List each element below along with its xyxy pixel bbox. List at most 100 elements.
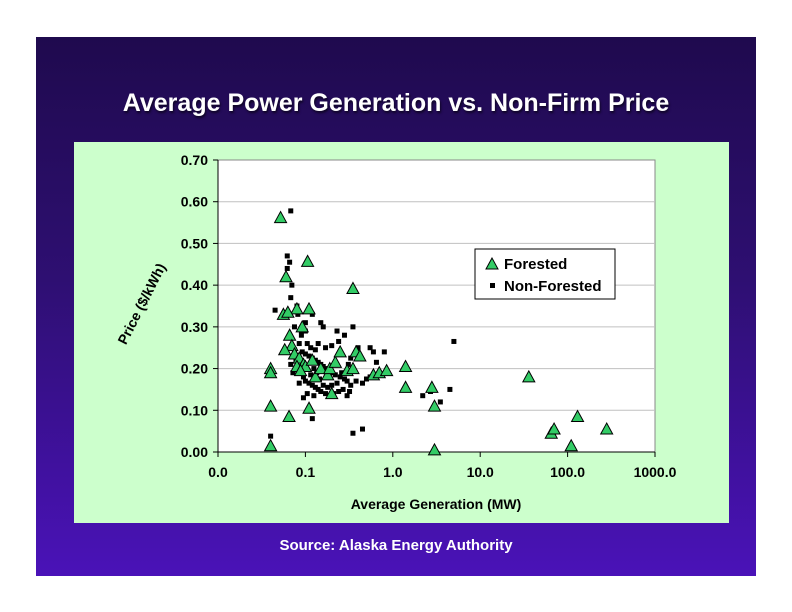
point-non-forested bbox=[341, 332, 347, 338]
point-non-forested bbox=[290, 370, 296, 376]
point-forested bbox=[328, 355, 343, 368]
point-non-forested bbox=[311, 393, 317, 399]
legend-label-non-forested: Non-Forested bbox=[504, 278, 602, 295]
point-forested bbox=[295, 319, 310, 333]
point-forested bbox=[427, 442, 442, 456]
point-forested bbox=[320, 367, 335, 381]
y-tick-label: 0.50 bbox=[181, 235, 208, 251]
point-forested bbox=[305, 353, 320, 366]
point-non-forested bbox=[359, 380, 365, 386]
point-non-forested bbox=[334, 328, 340, 334]
point-non-forested bbox=[336, 338, 342, 344]
point-non-forested bbox=[348, 382, 354, 388]
legend: Forested Non-Forested bbox=[474, 248, 616, 300]
point-non-forested bbox=[311, 366, 317, 372]
point-non-forested bbox=[345, 361, 351, 367]
point-non-forested bbox=[420, 393, 426, 399]
point-non-forested bbox=[339, 370, 345, 376]
x-tick-label: 0.0 bbox=[208, 464, 228, 480]
point-non-forested bbox=[373, 359, 379, 365]
point-non-forested bbox=[312, 384, 318, 390]
point-non-forested bbox=[304, 341, 310, 347]
point-forested bbox=[277, 342, 292, 356]
y-tick-label: 0.60 bbox=[181, 194, 208, 210]
point-non-forested bbox=[272, 307, 278, 313]
gridlines bbox=[218, 201, 655, 411]
x-tick-label: 1.0 bbox=[383, 464, 403, 480]
point-forested bbox=[263, 399, 278, 412]
point-non-forested bbox=[320, 382, 326, 388]
point-non-forested bbox=[288, 295, 294, 301]
point-non-forested bbox=[350, 324, 356, 330]
point-forested bbox=[564, 438, 579, 452]
y-axis-label: Price ($/kWh) bbox=[114, 261, 169, 347]
point-forested bbox=[353, 349, 367, 362]
point-non-forested bbox=[334, 380, 340, 386]
point-non-forested bbox=[308, 345, 314, 351]
point-non-forested bbox=[289, 282, 295, 288]
series-forested bbox=[263, 210, 614, 456]
x-tick-label: 1000.0 bbox=[634, 464, 677, 480]
point-non-forested bbox=[312, 347, 318, 353]
point-non-forested bbox=[302, 351, 308, 357]
point-forested bbox=[322, 361, 337, 375]
chart-panel: 0.00 0.10 0.20 0.30 0.40 0.50 0.60 0.70 0.0 0.1 1.… bbox=[74, 142, 729, 523]
point-forested bbox=[282, 328, 297, 341]
point-forested bbox=[313, 361, 328, 375]
point-forested bbox=[599, 422, 614, 435]
point-forested bbox=[379, 363, 394, 377]
y-tick-label: 0.10 bbox=[181, 402, 208, 418]
legend-label-forested: Forested bbox=[504, 256, 567, 273]
point-non-forested bbox=[447, 386, 453, 392]
point-forested bbox=[398, 359, 413, 372]
legend-marker-forested bbox=[485, 256, 499, 270]
point-forested bbox=[293, 363, 308, 377]
x-tick-label: 10.0 bbox=[467, 464, 494, 480]
point-non-forested bbox=[315, 386, 321, 392]
y-tick-label: 0.40 bbox=[181, 277, 208, 293]
point-forested bbox=[279, 269, 293, 283]
point-non-forested bbox=[332, 372, 338, 378]
legend-marker-non-forested bbox=[490, 283, 495, 288]
point-forested bbox=[281, 305, 295, 318]
point-non-forested bbox=[284, 265, 290, 271]
point-forested bbox=[346, 361, 360, 375]
point-non-forested bbox=[309, 382, 315, 388]
point-forested bbox=[300, 254, 315, 267]
point-forested bbox=[346, 281, 360, 294]
y-tick-label: 0.70 bbox=[181, 152, 208, 168]
point-forested bbox=[290, 301, 304, 315]
y-tick-label: 0.20 bbox=[181, 361, 208, 377]
point-non-forested bbox=[302, 378, 308, 384]
point-non-forested bbox=[298, 332, 304, 338]
point-non-forested bbox=[341, 376, 347, 382]
point-non-forested bbox=[318, 389, 324, 395]
point-non-forested bbox=[363, 376, 369, 382]
point-non-forested bbox=[284, 253, 290, 259]
point-non-forested bbox=[315, 341, 321, 347]
point-forested bbox=[263, 438, 278, 452]
point-non-forested bbox=[306, 380, 312, 386]
point-non-forested bbox=[348, 355, 354, 361]
point-non-forested bbox=[304, 391, 310, 397]
point-forested bbox=[398, 380, 413, 393]
point-non-forested bbox=[299, 349, 305, 355]
source-caption: Source: Alaska Energy Authority bbox=[279, 537, 513, 554]
point-non-forested bbox=[268, 433, 274, 439]
point-non-forested bbox=[437, 399, 443, 405]
point-non-forested bbox=[325, 384, 331, 390]
point-non-forested bbox=[337, 374, 343, 380]
point-forested bbox=[427, 399, 442, 412]
legend-box bbox=[474, 248, 616, 300]
point-non-forested bbox=[381, 349, 387, 355]
point-non-forested bbox=[291, 324, 297, 330]
point-non-forested bbox=[308, 372, 314, 378]
point-non-forested bbox=[320, 324, 326, 330]
point-non-forested bbox=[288, 361, 294, 367]
point-non-forested bbox=[306, 353, 312, 359]
point-forested bbox=[282, 409, 296, 423]
point-forested bbox=[302, 401, 316, 414]
point-non-forested bbox=[344, 378, 350, 384]
point-non-forested bbox=[355, 345, 361, 351]
y-tick-label: 0.30 bbox=[181, 319, 208, 335]
